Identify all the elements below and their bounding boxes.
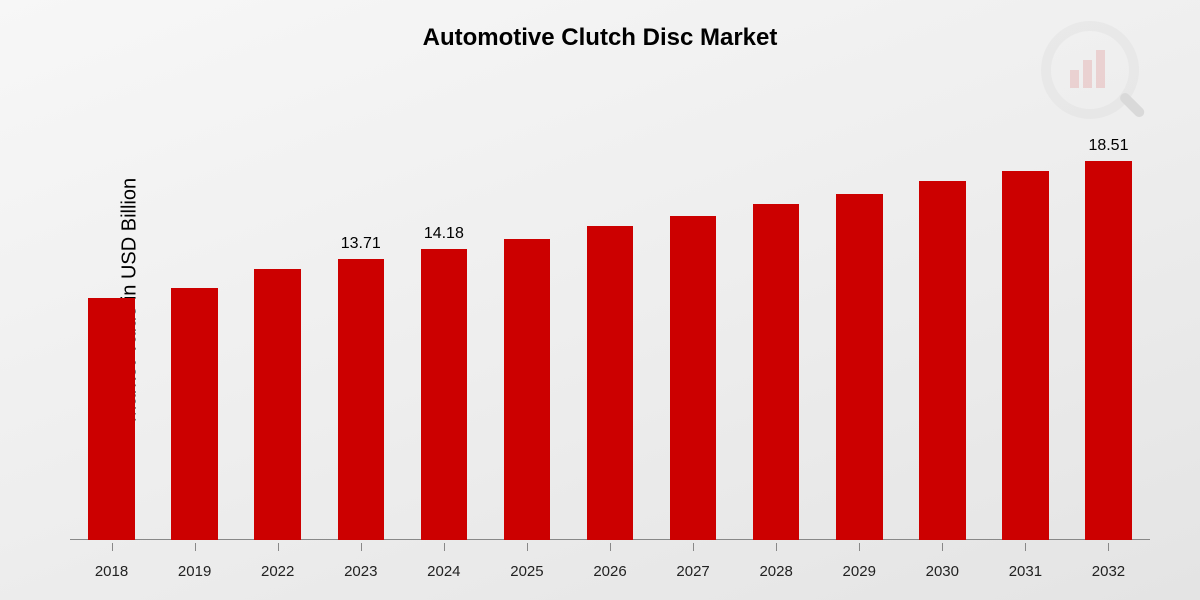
x-tick-label: 2023 xyxy=(319,563,402,580)
x-tick-label: 2031 xyxy=(984,563,1067,580)
bar xyxy=(1085,161,1132,540)
bar xyxy=(919,181,966,540)
bar xyxy=(88,298,135,540)
bar-slot xyxy=(70,130,153,540)
x-tick-label: 2025 xyxy=(485,563,568,580)
x-tick-label: 2028 xyxy=(735,563,818,580)
bar-slot xyxy=(153,130,236,540)
x-tick-label: 2019 xyxy=(153,563,236,580)
plot-area: 13.71 14.18 18.51 xyxy=(70,130,1150,540)
bar-slot xyxy=(236,130,319,540)
x-tick-label: 2026 xyxy=(568,563,651,580)
bar xyxy=(254,269,301,540)
x-tick-label: 2018 xyxy=(70,563,153,580)
bar-slot: 13.71 xyxy=(319,130,402,540)
bar xyxy=(504,239,551,540)
bar xyxy=(836,194,883,540)
bar-slot: 14.18 xyxy=(402,130,485,540)
chart-title: Automotive Clutch Disc Market xyxy=(0,24,1200,52)
bar xyxy=(670,216,717,540)
bar-value-label: 13.71 xyxy=(341,235,381,253)
x-tick-label: 2030 xyxy=(901,563,984,580)
bar xyxy=(421,249,468,540)
bar-slot xyxy=(652,130,735,540)
bar xyxy=(1002,171,1049,540)
bar-value-label: 18.51 xyxy=(1088,137,1128,155)
bar-slot xyxy=(901,130,984,540)
bar-slot xyxy=(818,130,901,540)
watermark-logo xyxy=(1040,20,1150,130)
bar xyxy=(753,204,800,540)
bar-slot xyxy=(568,130,651,540)
x-tick-label: 2027 xyxy=(652,563,735,580)
bar xyxy=(587,226,634,540)
x-tick-label: 2024 xyxy=(402,563,485,580)
bars-container: 13.71 14.18 18.51 xyxy=(70,130,1150,540)
bar-slot xyxy=(984,130,1067,540)
bar-slot xyxy=(735,130,818,540)
x-tick-label: 2032 xyxy=(1067,563,1150,580)
bar xyxy=(171,288,218,540)
bar xyxy=(338,259,385,540)
bar-value-label: 14.18 xyxy=(424,225,464,243)
x-axis-labels: 2018201920222023202420252026202720282029… xyxy=(70,563,1150,580)
bar-slot: 18.51 xyxy=(1067,130,1150,540)
x-tick-label: 2022 xyxy=(236,563,319,580)
x-tick-label: 2029 xyxy=(818,563,901,580)
bar-slot xyxy=(485,130,568,540)
